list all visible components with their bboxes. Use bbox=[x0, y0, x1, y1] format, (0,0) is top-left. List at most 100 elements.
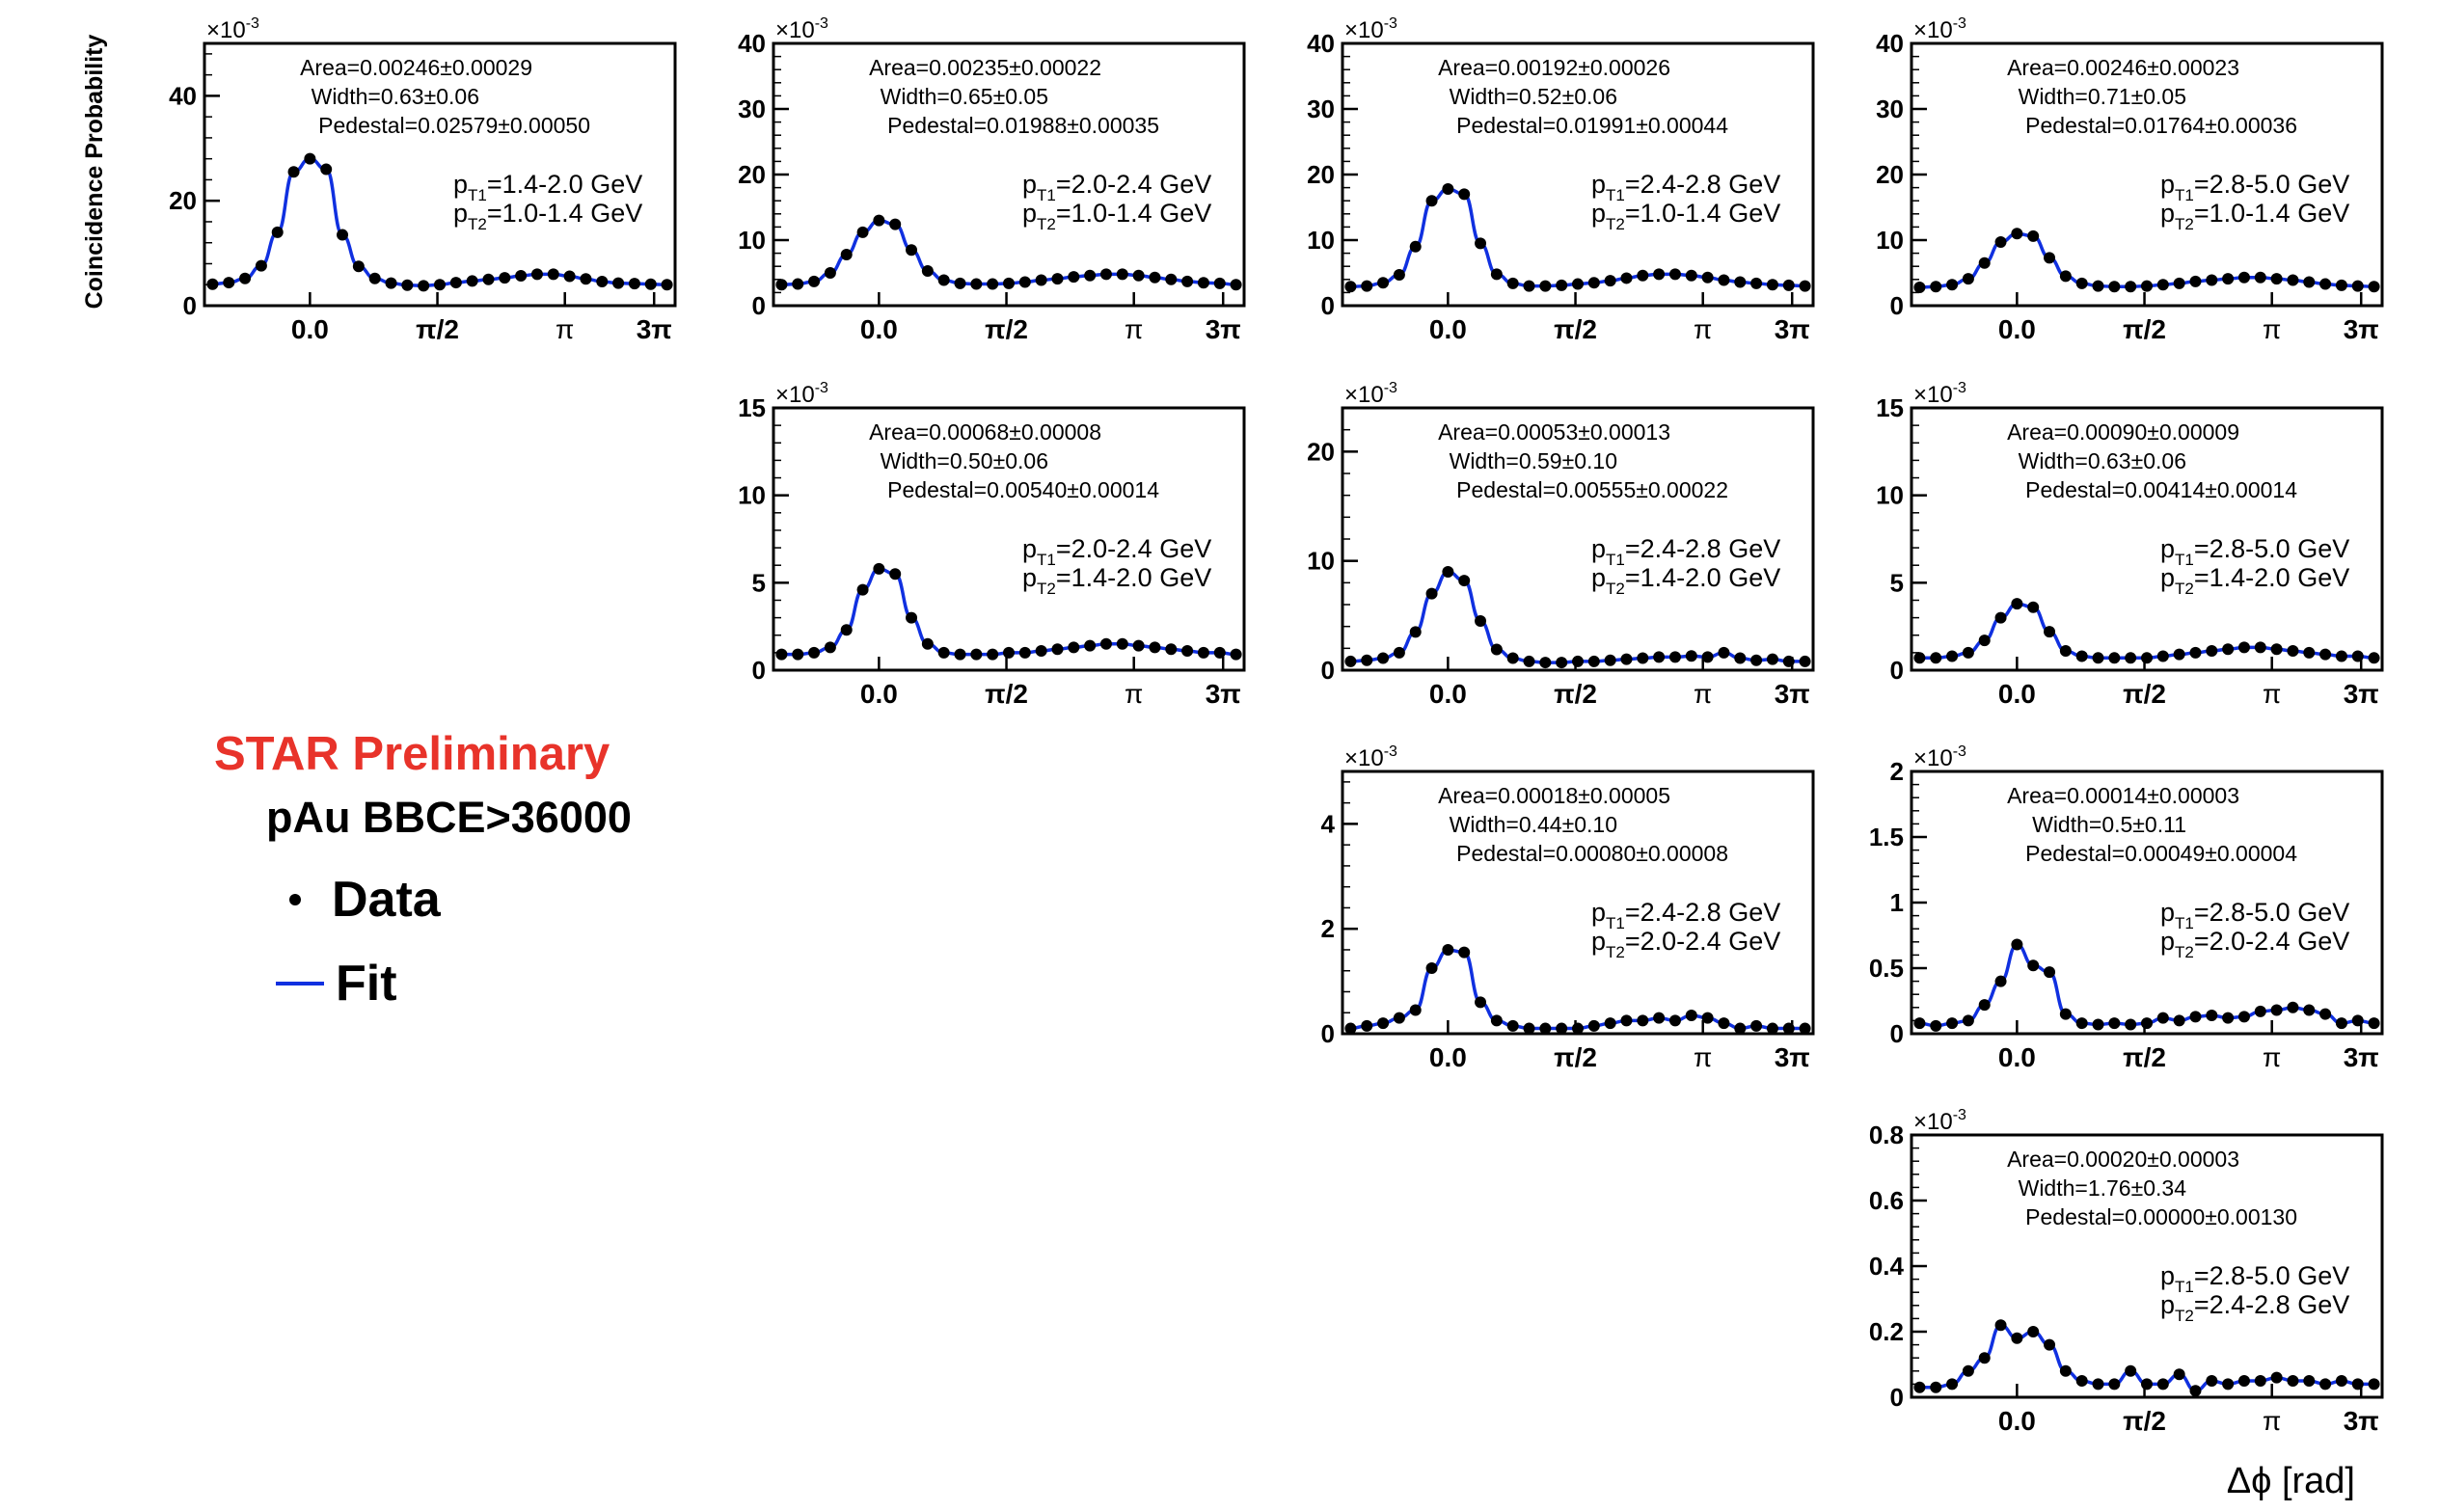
data-point bbox=[1572, 1022, 1584, 1035]
data-point bbox=[1994, 1319, 2007, 1332]
data-point bbox=[1946, 279, 1959, 291]
data-point bbox=[2222, 1378, 2235, 1390]
data-point bbox=[2222, 643, 2235, 656]
data-point bbox=[824, 267, 836, 279]
data-point bbox=[515, 269, 528, 282]
exponent-label: ×10-3 bbox=[1913, 743, 1966, 771]
y-tick-label: 0.5 bbox=[1869, 954, 1904, 983]
x-tick-label: 3π bbox=[637, 314, 672, 344]
data-point bbox=[1913, 1017, 1926, 1030]
pt1-value: =2.8-5.0 GeV bbox=[2194, 534, 2349, 563]
data-point bbox=[1556, 1022, 1568, 1035]
data-point bbox=[530, 268, 543, 281]
data-point bbox=[954, 277, 966, 289]
y-tick-label: 10 bbox=[1307, 547, 1335, 576]
data-point bbox=[1685, 650, 1697, 662]
star-preliminary-label: STAR Preliminary bbox=[214, 728, 610, 780]
width-annotation: Width=0.5±0.11 bbox=[2032, 812, 2186, 837]
data-point bbox=[2368, 1378, 2380, 1390]
data-point bbox=[1490, 1014, 1503, 1027]
data-point bbox=[2351, 280, 2364, 292]
panel-7: 0 2 4 0.0 π/2 π 3π ×10-3 Area=0.00018±0.00005 Wid… bbox=[1321, 743, 1815, 1072]
data-point bbox=[792, 278, 804, 290]
data-point bbox=[2075, 1017, 2088, 1030]
data-point bbox=[2319, 648, 2332, 661]
data-point bbox=[2237, 641, 2250, 654]
data-point bbox=[1393, 1012, 1405, 1024]
data-point bbox=[385, 277, 397, 289]
data-point bbox=[987, 648, 999, 661]
legend-fit-entry: Fit bbox=[276, 955, 397, 1012]
y-tick-label: 0.8 bbox=[1869, 1120, 1904, 1149]
width-annotation: Width=0.52±0.06 bbox=[1450, 84, 1617, 109]
width-annotation: Width=0.63±0.06 bbox=[312, 84, 479, 109]
y-tick-label: 30 bbox=[1307, 94, 1335, 123]
area-annotation: Area=0.00090±0.00009 bbox=[2007, 419, 2239, 445]
y-tick-label: 20 bbox=[1307, 160, 1335, 189]
x-tick-label: π/2 bbox=[2123, 314, 2166, 344]
x-tick-label: 0.0 bbox=[1429, 679, 1467, 709]
panel-1: 0 10 20 30 40 0.0 π/2 π 3π ×10-3 Area=0.00235±0.00… bbox=[738, 15, 1246, 344]
area-annotation: Area=0.00014±0.00003 bbox=[2007, 783, 2239, 808]
exponent-label: ×10-3 bbox=[775, 15, 828, 43]
data-point bbox=[1556, 657, 1568, 669]
data-marker-icon bbox=[289, 894, 301, 905]
data-point bbox=[2222, 273, 2235, 285]
data-point bbox=[937, 274, 950, 286]
data-point bbox=[2156, 1012, 2169, 1024]
data-point bbox=[2303, 276, 2316, 288]
data-point bbox=[1132, 269, 1145, 282]
data-point bbox=[2189, 1011, 2202, 1023]
data-point bbox=[2368, 281, 2380, 293]
data-point bbox=[1637, 269, 1649, 282]
data-point bbox=[824, 641, 836, 654]
data-point bbox=[352, 260, 365, 273]
x-tick-label: 0.0 bbox=[1429, 314, 1467, 344]
x-tick-label: π bbox=[1694, 314, 1712, 344]
data-point bbox=[2335, 650, 2347, 662]
data-point bbox=[2092, 1378, 2104, 1390]
y-tick-label: 40 bbox=[738, 29, 766, 58]
data-point bbox=[2011, 938, 2023, 951]
data-point bbox=[1668, 268, 1681, 281]
data-point bbox=[937, 646, 950, 659]
data-point bbox=[1734, 652, 1747, 664]
data-point bbox=[1393, 269, 1405, 282]
data-point bbox=[2108, 281, 2121, 293]
area-annotation: Area=0.00246±0.00023 bbox=[2007, 55, 2239, 80]
data-point bbox=[1018, 646, 1031, 659]
data-point bbox=[1782, 655, 1795, 667]
pt1-value: =2.0-2.4 GeV bbox=[1056, 534, 1211, 563]
data-point bbox=[2173, 1368, 2185, 1381]
exponent-label: ×10-3 bbox=[1913, 380, 1966, 408]
data-point bbox=[1116, 637, 1128, 650]
data-point bbox=[1685, 269, 1697, 282]
data-point bbox=[1409, 1004, 1422, 1016]
data-point bbox=[1587, 277, 1600, 289]
area-annotation: Area=0.00018±0.00005 bbox=[1438, 783, 1670, 808]
data-point bbox=[1930, 652, 1942, 664]
data-point bbox=[1962, 646, 1974, 659]
pt1-value: =2.8-5.0 GeV bbox=[2194, 898, 2349, 927]
data-point bbox=[2222, 1012, 2235, 1024]
data-point bbox=[482, 273, 495, 285]
pedestal-annotation: Pedestal=0.00555±0.00022 bbox=[1456, 477, 1728, 502]
panel-9: 0 0.2 0.4 0.6 0.8 0.0 π/2 π 3π ×10-3 Area=0.00020±… bbox=[1869, 1107, 2384, 1436]
data-point bbox=[2011, 598, 2023, 610]
data-point bbox=[1409, 240, 1422, 253]
data-point bbox=[2287, 274, 2299, 286]
panel-frame bbox=[772, 406, 1246, 672]
data-point bbox=[2319, 1008, 2332, 1020]
y-tick-label: 20 bbox=[1307, 437, 1335, 466]
data-point bbox=[1962, 273, 1974, 285]
data-point bbox=[1620, 272, 1633, 284]
panel-0: 0 20 40 0.0 π/2 π 3π ×10-3 Area=0.00246±0.00029 W… bbox=[169, 15, 677, 344]
data-point bbox=[2141, 1017, 2153, 1030]
data-point bbox=[792, 648, 804, 661]
width-annotation: Width=1.76±0.34 bbox=[2019, 1175, 2187, 1201]
data-point bbox=[954, 648, 966, 661]
data-point bbox=[1099, 637, 1112, 650]
data-point bbox=[206, 278, 219, 290]
